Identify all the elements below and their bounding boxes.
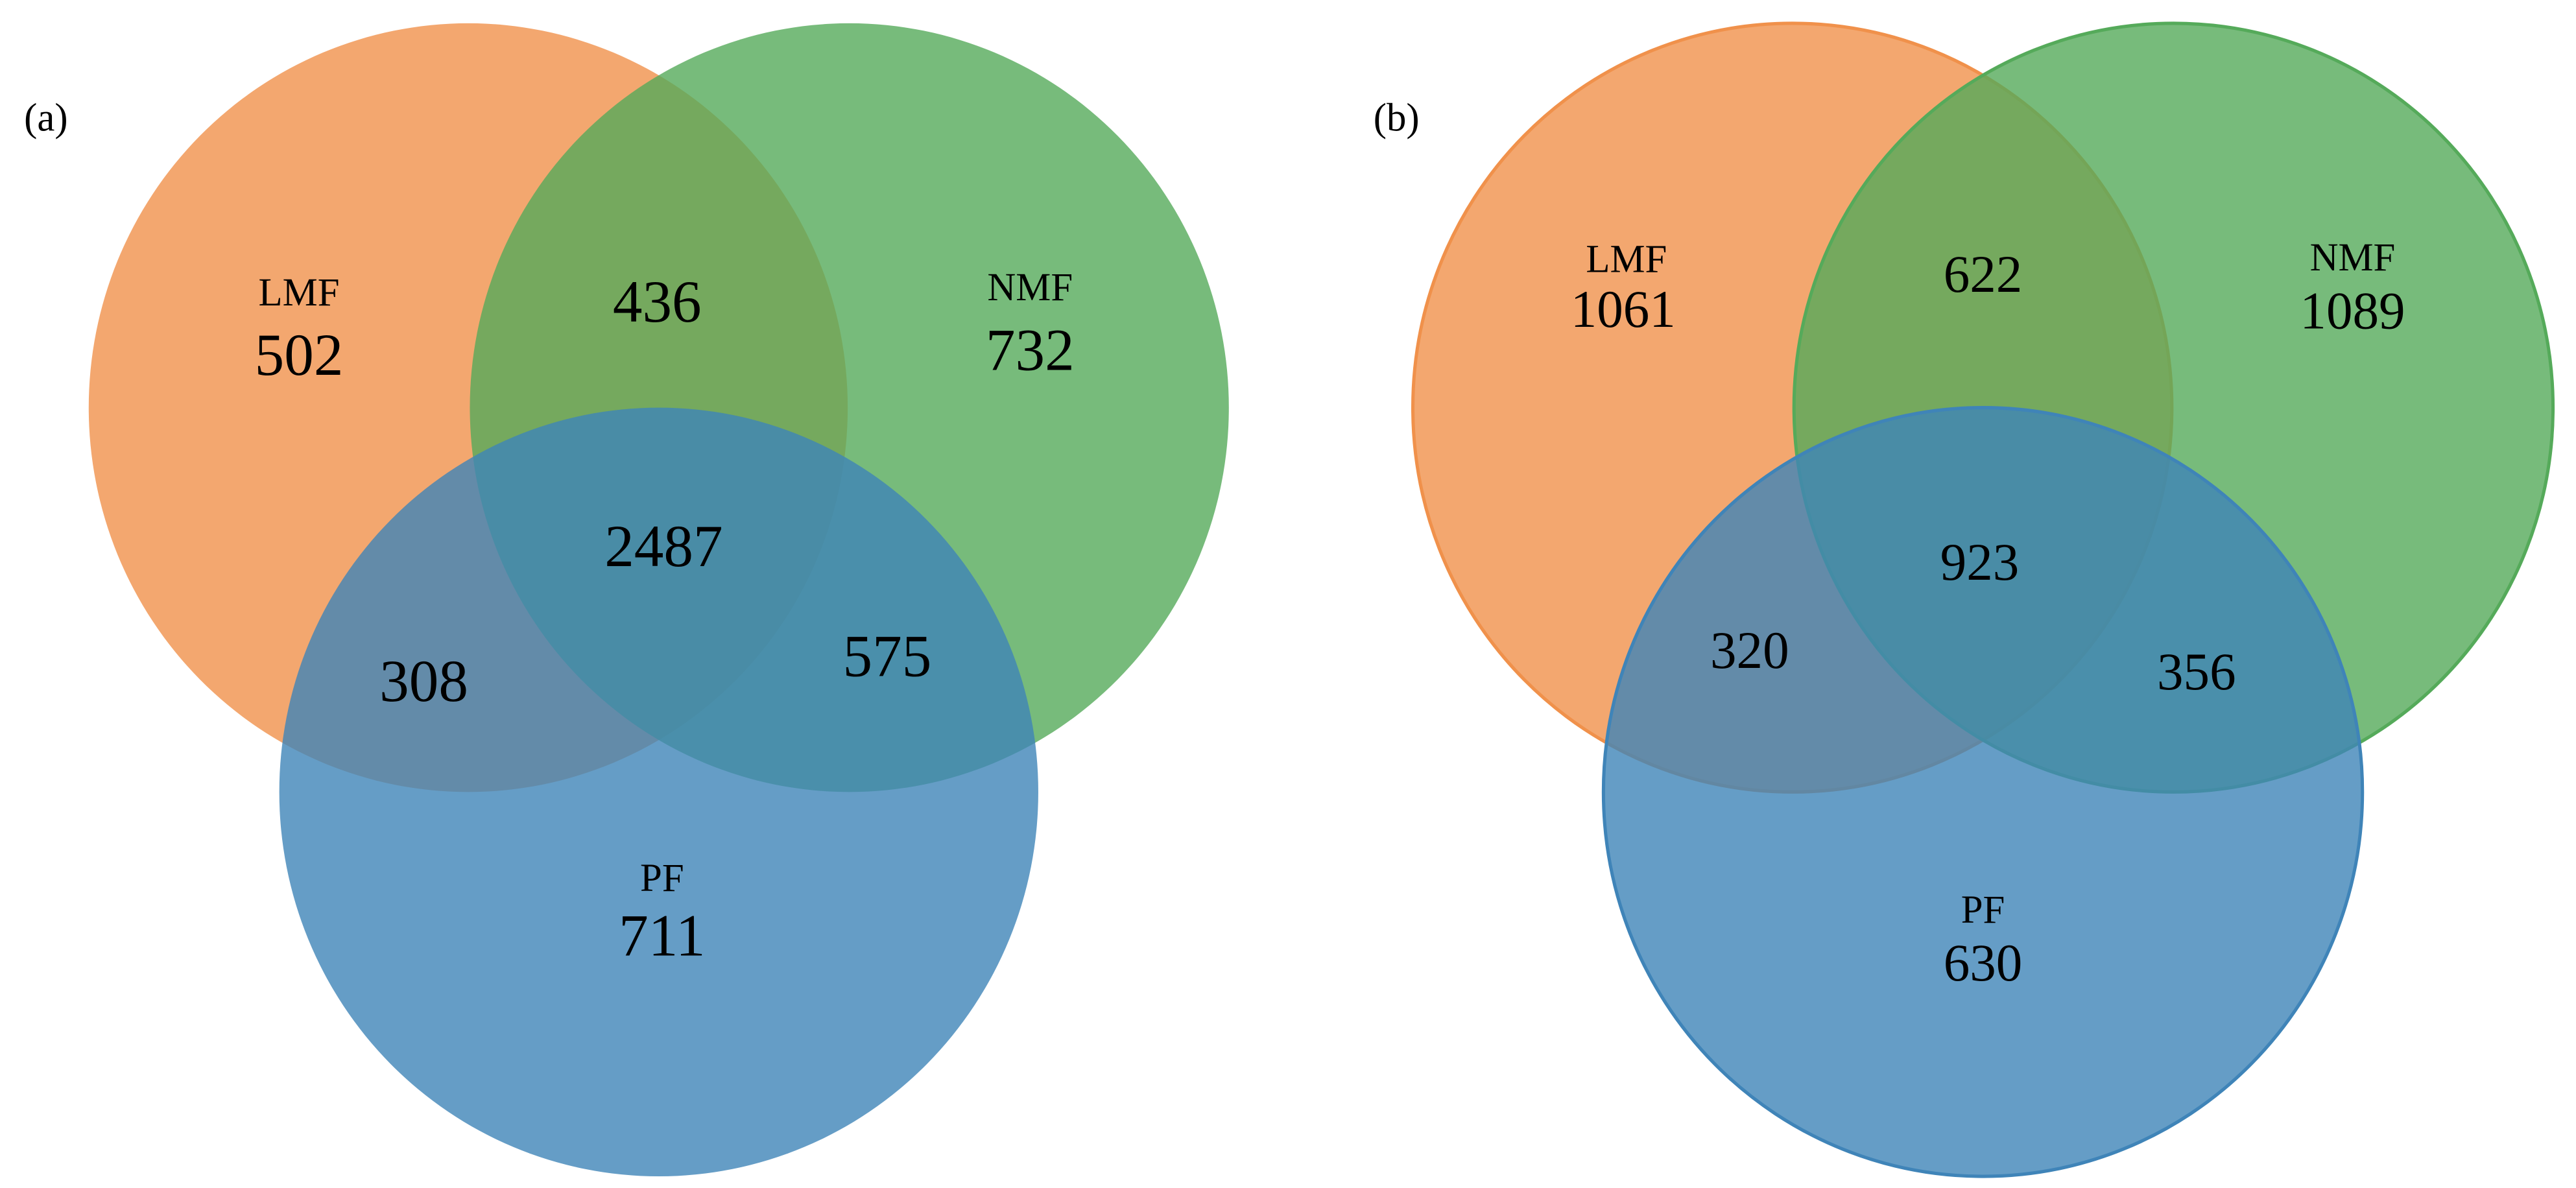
set-name: PF bbox=[1961, 887, 2005, 931]
intersection-value: 320 bbox=[1710, 620, 1789, 680]
intersection-value: 575 bbox=[843, 623, 932, 689]
set-value: 1061 bbox=[1571, 279, 1676, 339]
intersection-value: 436 bbox=[613, 268, 702, 335]
set-circle bbox=[1601, 406, 2365, 1178]
set-name: NMF bbox=[2310, 235, 2396, 279]
set-name: PF bbox=[640, 856, 684, 900]
panel-label: (a) bbox=[24, 95, 67, 139]
set-name: NMF bbox=[987, 265, 1073, 309]
intersection-value: 622 bbox=[1944, 244, 2023, 303]
set-name: LMF bbox=[1586, 237, 1667, 281]
set-value: 711 bbox=[619, 902, 705, 969]
set-value: 502 bbox=[255, 321, 344, 388]
intersection-value: 356 bbox=[2157, 642, 2236, 702]
set-value: 630 bbox=[1944, 933, 2023, 993]
set-value: 1089 bbox=[2300, 281, 2405, 340]
intersection-value: 2487 bbox=[604, 513, 722, 580]
panel-label: (b) bbox=[1374, 95, 1420, 139]
set-value: 732 bbox=[986, 316, 1075, 383]
set-name: LMF bbox=[259, 270, 340, 315]
intersection-value: 308 bbox=[379, 647, 468, 714]
intersection-value: 923 bbox=[1940, 532, 2020, 591]
set-circle bbox=[279, 407, 1038, 1177]
